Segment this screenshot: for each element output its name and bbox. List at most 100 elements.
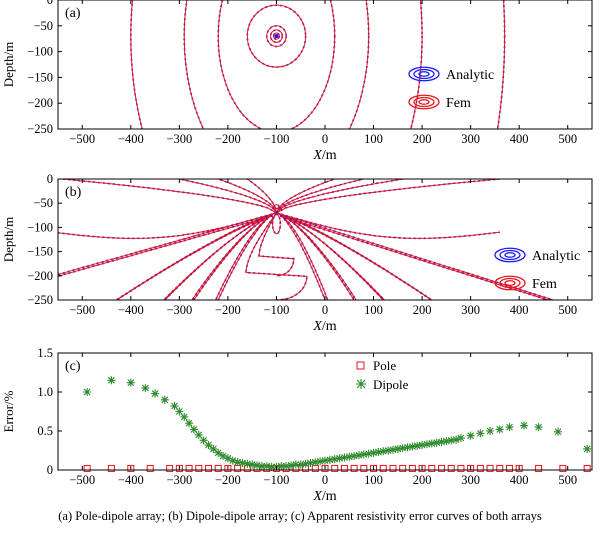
dipole-point xyxy=(282,462,291,471)
x-tick-label: −500 xyxy=(69,132,95,146)
dipole-point xyxy=(466,431,475,440)
y-tick-label: −250 xyxy=(27,293,53,307)
pole-point xyxy=(476,464,484,472)
legend-contour-swatch xyxy=(494,275,526,291)
pole-point xyxy=(195,464,203,472)
fem-contour xyxy=(217,0,336,129)
legend-label: Analytic xyxy=(532,249,580,264)
x-tick-label: 300 xyxy=(461,473,480,487)
analytic-fan-line xyxy=(191,215,273,300)
dipole-point xyxy=(437,437,446,446)
dipole-point xyxy=(413,441,422,450)
dipole-point xyxy=(321,456,329,465)
legend-marker-pole xyxy=(356,361,365,370)
dipole-point xyxy=(262,462,271,471)
fem-upper-arc xyxy=(179,179,277,214)
fem-upper-arc xyxy=(276,179,500,214)
fem-outer-arc xyxy=(58,212,277,239)
legend-label-dipole: Dipole xyxy=(373,377,409,392)
dipole-point xyxy=(306,458,315,467)
figure-caption: (a) Pole-dipole array; (b) Dipole-dipole… xyxy=(58,509,542,523)
fem-fan-line xyxy=(191,215,273,300)
dipole-point xyxy=(452,435,461,444)
dipole-point xyxy=(393,444,402,453)
dipole-point xyxy=(209,444,218,453)
legend-contour-swatch xyxy=(504,280,516,286)
legend-label: Fem xyxy=(532,277,557,292)
dipole-point xyxy=(384,446,393,455)
fem-fan-line xyxy=(280,215,433,300)
dipole-point xyxy=(520,421,529,430)
dipole-point xyxy=(388,445,397,454)
fem-contour xyxy=(183,0,370,129)
legend-contour-swatch xyxy=(408,66,440,82)
dipole-point xyxy=(107,376,116,385)
panel-label: (b) xyxy=(65,185,82,200)
legend-contour-swatch xyxy=(504,252,516,258)
dipole-point xyxy=(296,460,305,469)
fem-contour xyxy=(496,0,506,129)
plot-frame xyxy=(57,178,593,301)
dipole-point xyxy=(398,444,407,453)
pole-point xyxy=(496,464,504,472)
x-tick-label: −100 xyxy=(264,132,290,146)
dipole-point xyxy=(364,449,373,458)
pole-point xyxy=(486,464,494,472)
x-tick-label: 100 xyxy=(364,303,383,317)
dipole-point xyxy=(330,455,339,464)
pole-point xyxy=(535,464,543,472)
x-tick-label: 300 xyxy=(461,303,480,317)
dipole-point xyxy=(354,451,363,460)
y-tick-label: 0 xyxy=(47,0,53,7)
dipole-point xyxy=(447,436,456,445)
fem-upper-arc xyxy=(276,179,403,214)
dipole-point xyxy=(583,444,592,453)
pole-point xyxy=(360,464,368,472)
y-axis-title: Depth/m xyxy=(1,217,16,263)
fem-contour xyxy=(130,0,423,129)
legend-contour-swatch xyxy=(413,96,435,108)
x-tick-label: 200 xyxy=(413,473,432,487)
x-tick-label: −300 xyxy=(166,303,192,317)
x-tick-label: −400 xyxy=(118,132,144,146)
x-tick-label: 100 xyxy=(364,132,383,146)
x-tick-label: 0 xyxy=(322,473,328,487)
dipole-point xyxy=(199,436,208,445)
y-tick-label: 1.5 xyxy=(37,346,53,360)
fem-fan-line xyxy=(280,215,357,300)
pole-point xyxy=(83,464,91,472)
legend-label: Fem xyxy=(446,96,471,111)
contour-lines xyxy=(130,0,506,129)
legend: Pole Dipole xyxy=(356,358,409,392)
fem-fan-line xyxy=(215,215,273,300)
y-tick-label: 0.5 xyxy=(37,424,53,438)
analytic-upper-arc xyxy=(179,179,278,214)
pole-point xyxy=(399,464,407,472)
figure: −500 −400 −300 −200 −100 0 100 200 300 400 5000−50… xyxy=(1,0,593,504)
x-tick-label: −300 xyxy=(166,473,192,487)
fem-fan-line xyxy=(115,215,273,300)
y-tick-label: 0 xyxy=(47,172,53,186)
dipole-point xyxy=(228,456,237,465)
fem-outer-arc xyxy=(276,212,500,239)
dipole-point xyxy=(442,437,451,446)
pole-point xyxy=(311,464,319,472)
dipole-point xyxy=(257,462,266,471)
pole-point xyxy=(166,464,174,472)
pole-point xyxy=(379,464,387,472)
y-tick-label: 0 xyxy=(47,463,53,477)
x-tick-label: 400 xyxy=(510,473,529,487)
pole-point xyxy=(185,464,193,472)
dipole-point xyxy=(379,447,388,456)
y-tick-label: −200 xyxy=(27,96,53,110)
x-tick-label: 200 xyxy=(413,132,432,146)
legend-contour-swatch xyxy=(499,249,521,261)
dipole-point xyxy=(151,389,160,398)
x-tick-label: 300 xyxy=(461,132,480,146)
fem-fan-line xyxy=(276,212,326,300)
x-tick-label: −100 xyxy=(264,473,290,487)
dipole-point xyxy=(185,419,194,428)
dipole-point xyxy=(374,448,383,457)
y-tick-label: −50 xyxy=(33,196,53,210)
dipole-point xyxy=(427,439,436,448)
